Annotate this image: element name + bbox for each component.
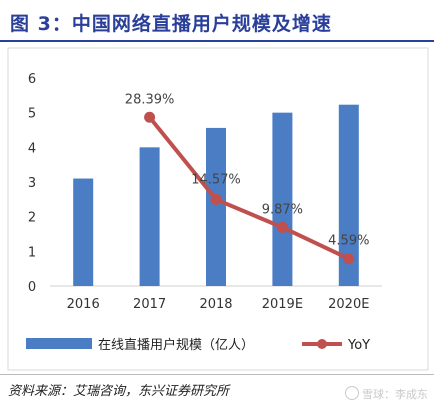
- y-tick-label: 1: [28, 245, 36, 260]
- x-tick-label: 2019E: [262, 297, 303, 312]
- x-tick-label: 2018: [199, 297, 232, 312]
- yoy-data-label: 9.87%: [262, 202, 303, 217]
- source-note: 资料来源：艾瑞咨询，东兴证券研究所: [8, 384, 230, 399]
- x-tick-label: 2020E: [328, 297, 369, 312]
- y-tick-label: 0: [28, 280, 36, 295]
- yoy-point: [276, 221, 288, 233]
- chart-frame: [7, 47, 429, 371]
- legend-line-marker: [317, 339, 327, 349]
- source-divider: [0, 374, 434, 375]
- title-underline: [0, 40, 434, 42]
- yoy-point: [210, 193, 222, 205]
- yoy-data-label: 4.59%: [328, 234, 369, 249]
- bar: [272, 112, 293, 287]
- snowball-logo-icon: [345, 386, 359, 400]
- yoy-data-label: 14.57%: [191, 172, 241, 187]
- yoy-point: [144, 111, 156, 123]
- bar: [338, 104, 359, 286]
- y-tick-label: 3: [28, 176, 36, 191]
- bar: [206, 127, 226, 286]
- y-tick-label: 6: [28, 72, 36, 87]
- yoy-data-label: 28.39%: [125, 92, 175, 107]
- yoy-point: [343, 253, 355, 265]
- x-tick-label: 2017: [133, 297, 166, 312]
- yoy-line: [148, 116, 350, 261]
- y-tick-label: 4: [28, 141, 36, 156]
- title-bar: 图 3：中国网络直播用户规模及增速: [0, 0, 434, 44]
- bar: [73, 178, 94, 286]
- chart: 0 1 2 3 4 5 6 2016 2017 2018 2019E 2020E 28.39% 14.57…: [7, 47, 429, 371]
- legend-bar-label: 在线直播用户规模（亿人）: [98, 337, 254, 353]
- y-tick-label: 2: [28, 211, 36, 226]
- figure-title: 图 3：中国网络直播用户规模及增速: [10, 13, 332, 35]
- legend-bar-swatch: [26, 338, 92, 349]
- bar: [139, 147, 160, 286]
- watermark: 雪球：李成东: [345, 386, 428, 402]
- y-tick-label: 5: [28, 107, 36, 122]
- legend-line-label: YoY: [347, 338, 370, 353]
- x-tick-label: 2016: [67, 297, 100, 312]
- watermark-text: 雪球：李成东: [362, 388, 428, 401]
